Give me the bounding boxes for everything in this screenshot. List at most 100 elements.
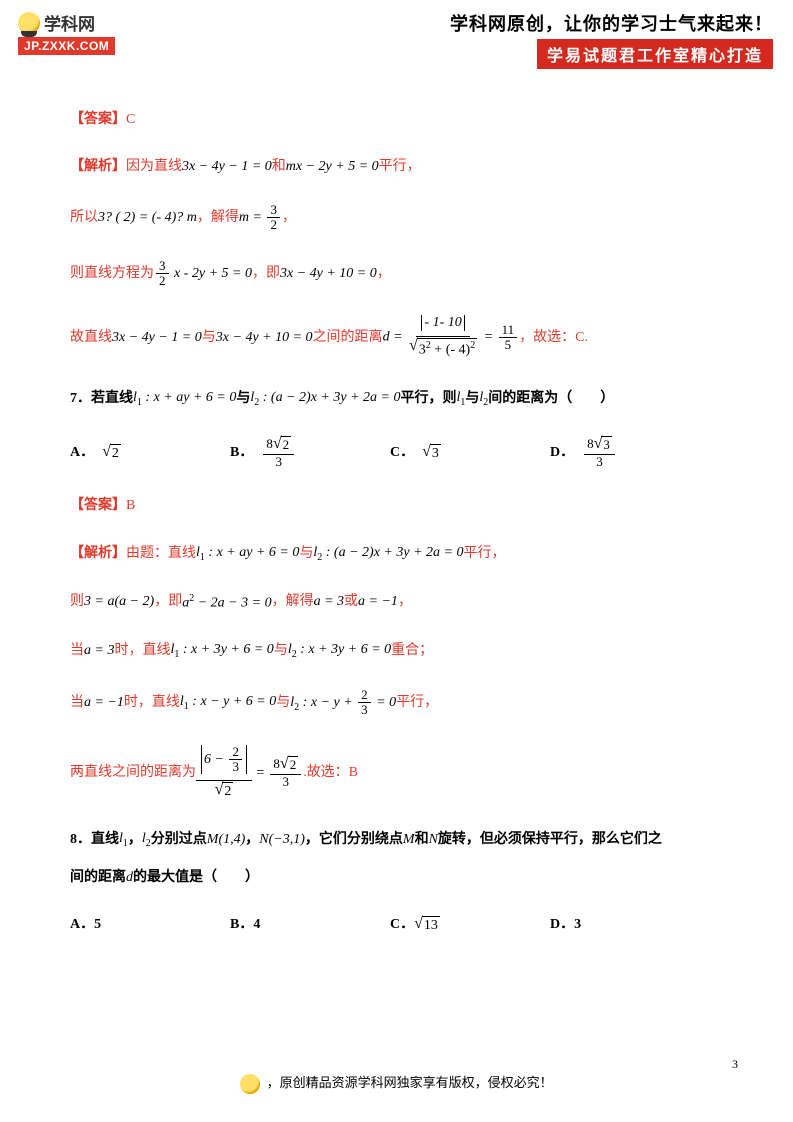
q7-options: A． √2 B． 8√23 C． √3 D． 8√33 bbox=[70, 436, 723, 469]
equation: l2 : x − y + 23 = 0 bbox=[290, 688, 396, 718]
text: ，解得 bbox=[272, 591, 314, 612]
option-b: B．4 bbox=[230, 914, 390, 935]
option-a: A． √2 bbox=[70, 436, 230, 469]
text: ，即 bbox=[252, 263, 280, 284]
q8-stem-2: 间的距离 d 的最大值是（ ） bbox=[70, 867, 723, 888]
equation: 3x − 4y − 1 = 0 bbox=[112, 327, 202, 348]
equation: l1 : x − y + 6 = 0 bbox=[180, 691, 276, 714]
logo-url: JP.ZXXK.COM bbox=[18, 37, 115, 55]
text: ，故选：C. bbox=[519, 327, 588, 348]
footer: ，原创精品资源学科网独家享有版权，侵权必究！ bbox=[0, 1072, 793, 1094]
equation: 3x − 4y + 10 = 0 bbox=[216, 327, 313, 348]
equation: a = 3 bbox=[84, 640, 114, 661]
text: 与 bbox=[299, 543, 313, 564]
text: ， bbox=[128, 829, 142, 850]
equation: 6 − 23 √2 = 8√23 bbox=[196, 744, 303, 802]
equation: l2 : x + 3y + 6 = 0 bbox=[288, 639, 391, 662]
q6-answer: 【答案】 C bbox=[70, 109, 723, 130]
equation: 3x − 4y + 10 = 0 bbox=[280, 263, 377, 284]
text: 与 bbox=[465, 388, 479, 409]
q6-exp-2: 所以 3? ( 2) = (- 4)? m ，解得 m = 32 ， bbox=[70, 203, 723, 233]
equation: l2 : (a − 2)x + 3y + 2a = 0 bbox=[313, 542, 463, 565]
text: 当 bbox=[70, 640, 84, 661]
text: 故直线 bbox=[70, 327, 112, 348]
banner-red: 学易试题君工作室精心打造 bbox=[537, 39, 773, 69]
answer-label: 【答案】 bbox=[70, 495, 126, 516]
text: 若直线 bbox=[91, 388, 133, 409]
equation: a2 − 2a − 3 = 0 bbox=[182, 591, 271, 614]
option-d: D．3 bbox=[550, 914, 710, 935]
answer-value: B bbox=[126, 495, 135, 516]
q8-options: A．5 B．4 C． √13 D．3 bbox=[70, 914, 723, 935]
text: 则 bbox=[70, 591, 84, 612]
q7-exp-2: 则 3 = a(a − 2) ，即 a2 − 2a − 3 = 0 ，解得 a … bbox=[70, 591, 723, 614]
text: 间的距离为（ ） bbox=[488, 388, 614, 409]
equation: l2 bbox=[479, 387, 488, 410]
option-d: D． 8√33 bbox=[550, 436, 710, 469]
equation: N(−3,1) bbox=[259, 829, 305, 850]
option-c: C． √3 bbox=[390, 436, 550, 469]
q8-stem-1: 8． 直线 l1 ， l2 分别过点 M(1,4) ， N(−3,1) ，它们分… bbox=[70, 828, 723, 851]
q-number: 8． bbox=[70, 829, 91, 850]
equation: l1 : x + ay + 6 = 0 bbox=[133, 387, 236, 410]
equation: d = - 1- 10 √32 + (- 4)2 = 115 bbox=[383, 314, 520, 361]
footer-text: ，原创精品资源学科网独家享有版权，侵权必究！ bbox=[267, 1075, 553, 1090]
equation: 32 x - 2y + 5 = 0 bbox=[154, 259, 252, 289]
q7-exp-3: 当 a = 3 时，直线 l1 : x + 3y + 6 = 0 与 l2 : … bbox=[70, 639, 723, 662]
text: 和 bbox=[272, 156, 286, 177]
equation: l1 : x + 3y + 6 = 0 bbox=[170, 639, 273, 662]
equation: 3x − 4y − 1 = 0 bbox=[182, 156, 272, 177]
text: ，即 bbox=[154, 591, 182, 612]
q7-exp-1: 【解析】 由题：直线 l1 : x + ay + 6 = 0 与 l2 : (a… bbox=[70, 542, 723, 565]
banner-right: 学科网原创，让你的学习士气来起来！ 学易试题君工作室精心打造 bbox=[450, 10, 773, 69]
text: 分别过点 bbox=[151, 829, 207, 850]
equation: a = −1 bbox=[358, 591, 398, 612]
equation: l1 : x + ay + 6 = 0 bbox=[196, 542, 299, 565]
answer-label: 【答案】 bbox=[70, 109, 126, 130]
page-header: 学科网 JP.ZXXK.COM 学科网原创，让你的学习士气来起来！ 学易试题君工… bbox=[0, 0, 793, 69]
q6-exp-4: 故直线 3x − 4y − 1 = 0 与 3x − 4y + 10 = 0 之… bbox=[70, 314, 723, 361]
answer-value: C bbox=[126, 109, 135, 130]
text: 与 bbox=[276, 692, 290, 713]
exp-label: 【解析】 bbox=[70, 543, 126, 564]
page-number: 3 bbox=[732, 1057, 738, 1072]
equation: l1 bbox=[119, 828, 128, 851]
text: 平行，则 bbox=[400, 388, 456, 409]
footer-icon bbox=[240, 1074, 260, 1094]
banner-script: 学科网原创，让你的学习士气来起来！ bbox=[450, 10, 773, 36]
text: 两直线之间的距离为 bbox=[70, 762, 196, 783]
text: 因为直线 bbox=[126, 156, 182, 177]
equation: m = 32 bbox=[239, 203, 282, 233]
option-b: B． 8√23 bbox=[230, 436, 390, 469]
q7-answer: 【答案】 B bbox=[70, 495, 723, 516]
text: 则直线方程为 bbox=[70, 263, 154, 284]
logo-block: 学科网 JP.ZXXK.COM bbox=[18, 10, 115, 55]
text: 与 bbox=[274, 640, 288, 661]
text: .故选：B bbox=[303, 762, 358, 783]
equation: M(1,4) bbox=[207, 829, 246, 850]
text: ， bbox=[377, 263, 391, 284]
q6-exp-3: 则直线方程为 32 x - 2y + 5 = 0 ，即 3x − 4y + 10… bbox=[70, 259, 723, 289]
option-c: C． √13 bbox=[390, 914, 550, 935]
text: 平行， bbox=[463, 543, 505, 564]
logo-icon bbox=[18, 12, 40, 34]
option-a: A．5 bbox=[70, 914, 230, 935]
text: 与 bbox=[202, 327, 216, 348]
equation: l1 bbox=[456, 387, 465, 410]
equation: 3 = a(a − 2) bbox=[84, 591, 154, 612]
text: 时，直线 bbox=[124, 692, 180, 713]
text: 间的距离 bbox=[70, 867, 126, 888]
equation: d bbox=[126, 867, 133, 888]
equation: a = −1 bbox=[84, 692, 124, 713]
text: 旋转，但必须保持平行，那么它们之 bbox=[438, 829, 662, 850]
text: 所以 bbox=[70, 207, 98, 228]
text: ，解得 bbox=[197, 207, 239, 228]
equation: mx − 2y + 5 = 0 bbox=[286, 156, 379, 177]
q7-stem: 7． 若直线 l1 : x + ay + 6 = 0 与 l2 : (a − 2… bbox=[70, 387, 723, 410]
q-number: 7． bbox=[70, 388, 91, 409]
text: 平行， bbox=[379, 156, 421, 177]
equation: l2 : (a − 2)x + 3y + 2a = 0 bbox=[250, 387, 400, 410]
text: 由题：直线 bbox=[126, 543, 196, 564]
text: 当 bbox=[70, 692, 84, 713]
equation: M bbox=[403, 829, 415, 850]
